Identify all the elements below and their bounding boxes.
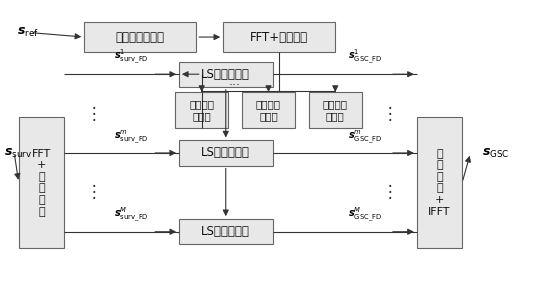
Text: 时延子空
间扩展: 时延子空 间扩展: [256, 99, 281, 121]
Text: 频偏子空间扩展: 频偏子空间扩展: [116, 31, 165, 44]
FancyBboxPatch shape: [417, 117, 462, 248]
Text: 时延子空
间扩展: 时延子空 间扩展: [189, 99, 214, 121]
Text: LS自适应滤波: LS自适应滤波: [201, 146, 250, 160]
Text: ⋮: ⋮: [382, 105, 398, 123]
FancyBboxPatch shape: [19, 117, 64, 248]
FancyBboxPatch shape: [242, 92, 295, 128]
FancyBboxPatch shape: [223, 22, 335, 52]
Text: ⋮: ⋮: [382, 183, 398, 201]
Text: ⋮: ⋮: [85, 183, 102, 201]
Text: 子
带
拼
接
+
IFFT: 子 带 拼 接 + IFFT: [428, 149, 451, 217]
FancyBboxPatch shape: [179, 140, 272, 166]
Text: LS自适应滤波: LS自适应滤波: [201, 225, 250, 238]
Text: LS自适应滤波: LS自适应滤波: [201, 68, 250, 81]
FancyBboxPatch shape: [179, 61, 272, 87]
FancyBboxPatch shape: [175, 92, 228, 128]
Text: 时延子空
间扩展: 时延子空 间扩展: [323, 99, 348, 121]
Text: FFT+子带划分: FFT+子带划分: [250, 31, 308, 44]
Text: $\boldsymbol{s}_{\rm GSC}$: $\boldsymbol{s}_{\rm GSC}$: [482, 146, 510, 160]
Text: $\boldsymbol{s}^{m}_{\rm surv\_FD}$: $\boldsymbol{s}^{m}_{\rm surv\_FD}$: [114, 128, 148, 145]
FancyBboxPatch shape: [309, 92, 362, 128]
Text: $\boldsymbol{s}^{M}_{\rm GSC\_FD}$: $\boldsymbol{s}^{M}_{\rm GSC\_FD}$: [347, 206, 382, 224]
Text: ···: ···: [229, 79, 241, 92]
FancyBboxPatch shape: [179, 219, 272, 244]
Text: $\boldsymbol{s}^{1}_{\rm GSC\_FD}$: $\boldsymbol{s}^{1}_{\rm GSC\_FD}$: [347, 48, 382, 66]
Text: ⋮: ⋮: [85, 105, 102, 123]
Text: $\boldsymbol{s}_{\rm ref}$: $\boldsymbol{s}_{\rm ref}$: [17, 26, 39, 39]
Text: $\boldsymbol{s}^{1}_{\rm surv\_FD}$: $\boldsymbol{s}^{1}_{\rm surv\_FD}$: [114, 48, 148, 66]
FancyBboxPatch shape: [84, 22, 197, 52]
Text: $\boldsymbol{s}_{\rm surv}$: $\boldsymbol{s}_{\rm surv}$: [4, 146, 32, 160]
Text: $\boldsymbol{s}^{M}_{\rm surv\_FD}$: $\boldsymbol{s}^{M}_{\rm surv\_FD}$: [114, 206, 148, 224]
Text: FFT
+
子
带
划
分: FFT + 子 带 划 分: [32, 149, 51, 217]
Text: $\boldsymbol{s}^{m}_{\rm GSC\_FD}$: $\boldsymbol{s}^{m}_{\rm GSC\_FD}$: [347, 128, 382, 145]
